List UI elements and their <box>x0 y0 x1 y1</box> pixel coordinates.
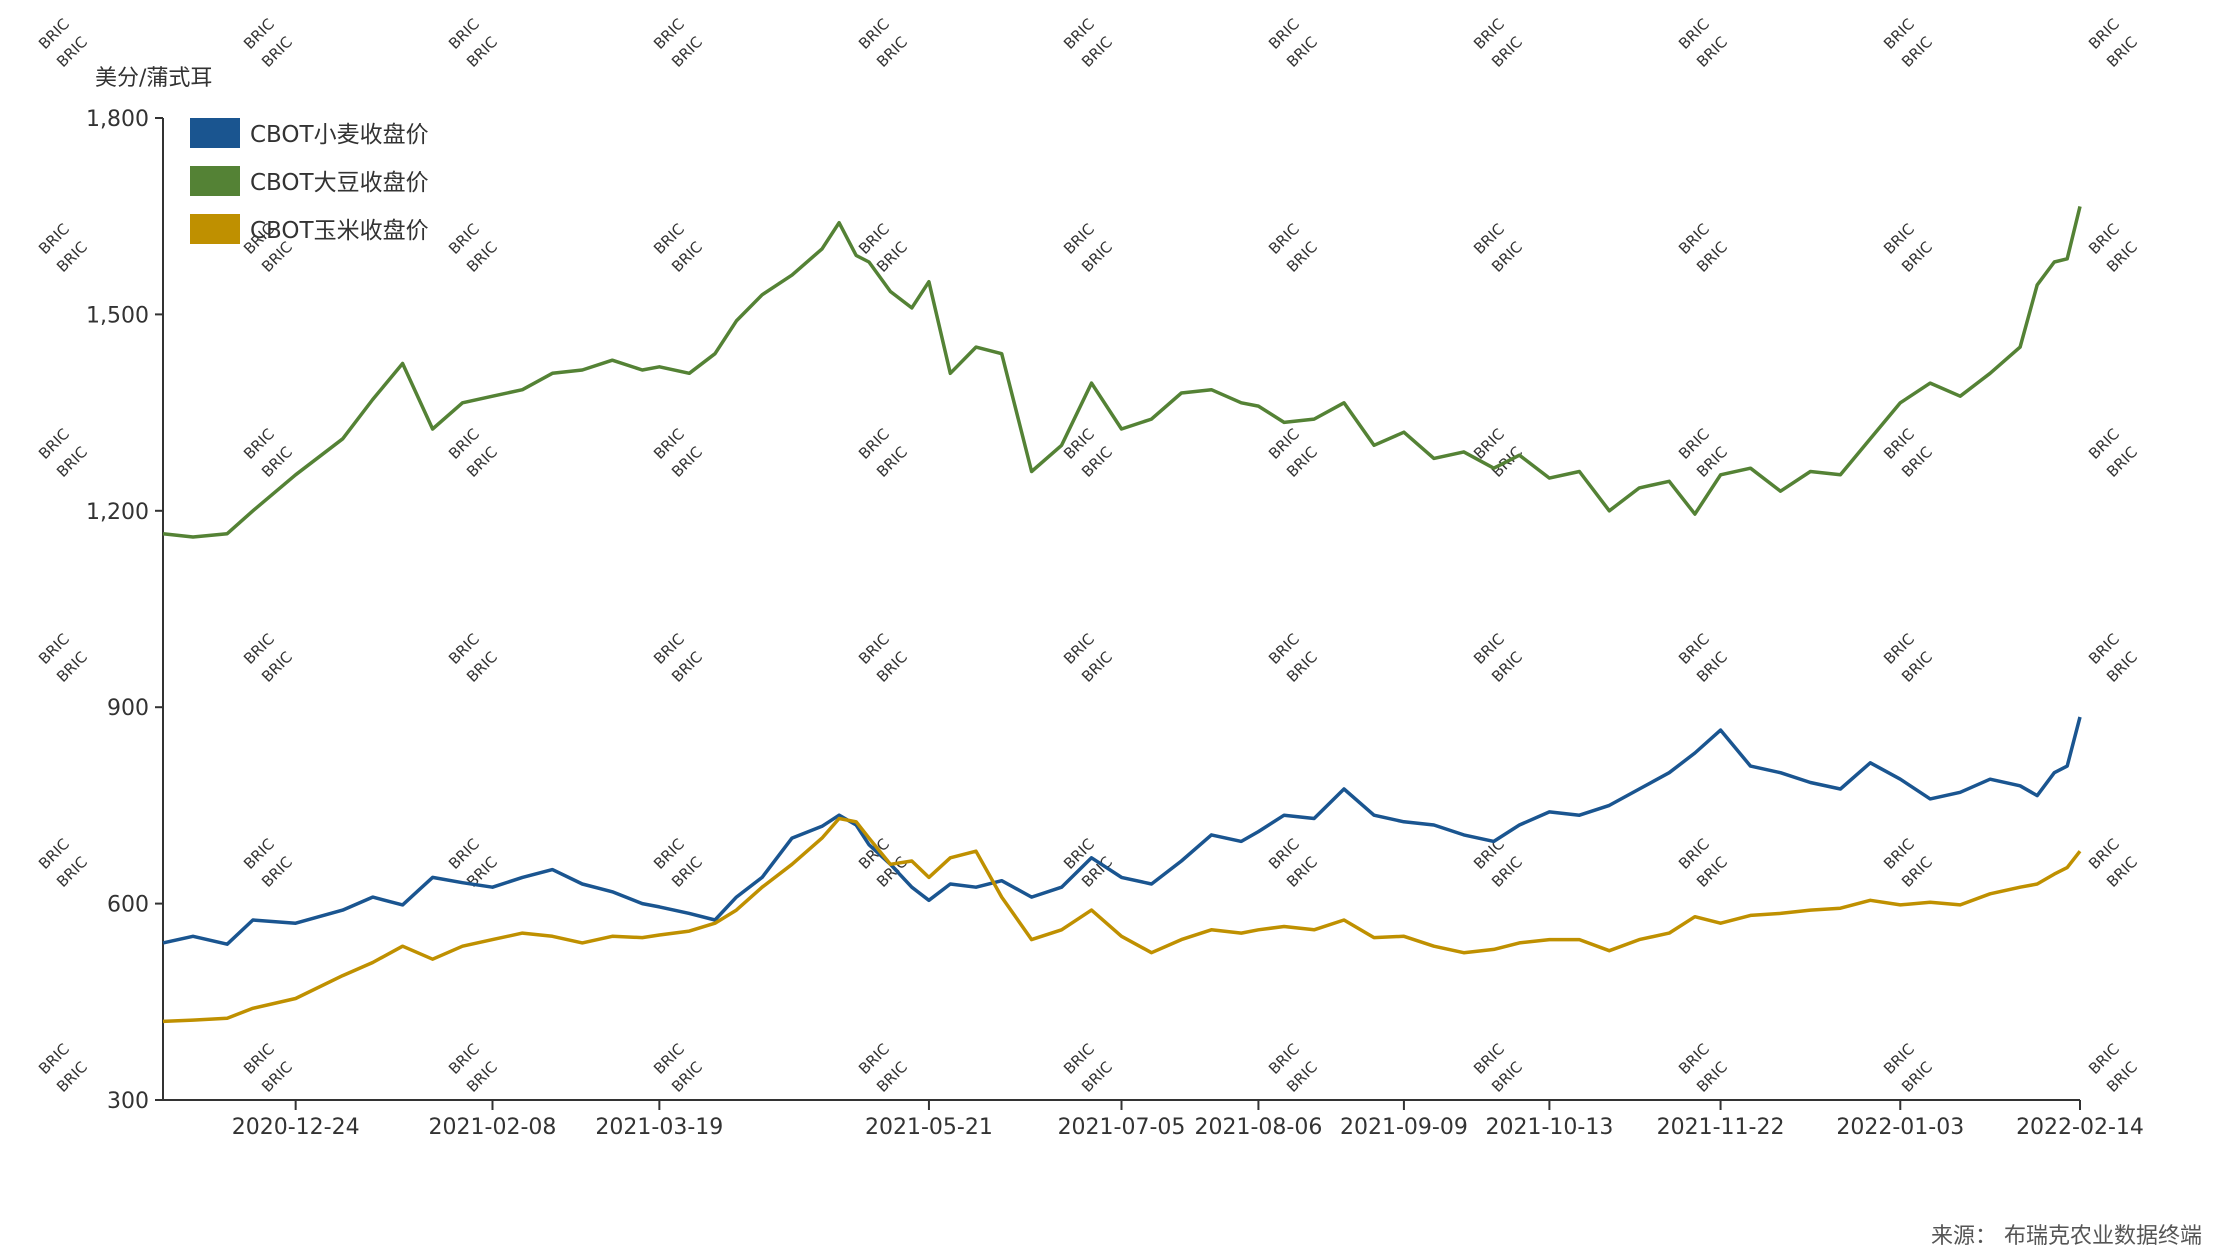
series-lines <box>162 205 2082 1024</box>
x-tick-label: 2022-01-03 <box>1836 1115 1964 1140</box>
source-note: 来源： 布瑞克农业数据终端 <box>1931 1224 2202 1249</box>
x-tick-label: 2021-02-08 <box>429 1115 557 1140</box>
x-tick-label: 2021-11-22 <box>1657 1115 1785 1140</box>
x-tick-label: 2021-05-21 <box>865 1115 993 1140</box>
series-line-3 <box>162 816 2082 1024</box>
x-tick-label: 2021-08-06 <box>1194 1115 1322 1140</box>
y-tick-label: 1,200 <box>86 500 149 525</box>
x-tick-label: 2021-09-09 <box>1340 1115 1468 1140</box>
legend-label: CBOT玉米收盘价 <box>250 218 429 244</box>
series-line-2 <box>162 205 2082 539</box>
legend-swatch <box>190 166 240 196</box>
x-tick-label: 2020-12-24 <box>232 1115 360 1140</box>
legend: CBOT小麦收盘价 CBOT大豆收盘价 CBOT玉米收盘价 <box>190 118 429 244</box>
x-tick-label: 2021-10-13 <box>1485 1115 1613 1140</box>
y-axis-label: 美分/蒲式耳 <box>95 66 212 91</box>
x-tick-label: 2021-03-19 <box>595 1115 723 1140</box>
legend-label: CBOT小麦收盘价 <box>250 122 429 148</box>
x-tick-label: 2021-07-05 <box>1058 1115 1186 1140</box>
legend-swatch <box>190 118 240 148</box>
y-tick-label: 300 <box>107 1089 149 1114</box>
x-axis-ticks: 2020-12-24 2021-02-08 2021-03-19 2021-05-21… <box>232 1100 2144 1140</box>
x-tick-label: 2022-02-14 <box>2016 1115 2144 1140</box>
y-tick-label: 600 <box>107 893 149 918</box>
y-axis-ticks: 300 600 900 1,200 1,500 1,800 <box>86 107 163 1114</box>
series-line-1 <box>162 716 2082 946</box>
y-tick-label: 900 <box>107 696 149 721</box>
y-tick-label: 1,800 <box>86 107 149 132</box>
legend-label: CBOT大豆收盘价 <box>250 170 429 196</box>
y-tick-label: 1,500 <box>86 303 149 328</box>
legend-swatch <box>190 214 240 244</box>
